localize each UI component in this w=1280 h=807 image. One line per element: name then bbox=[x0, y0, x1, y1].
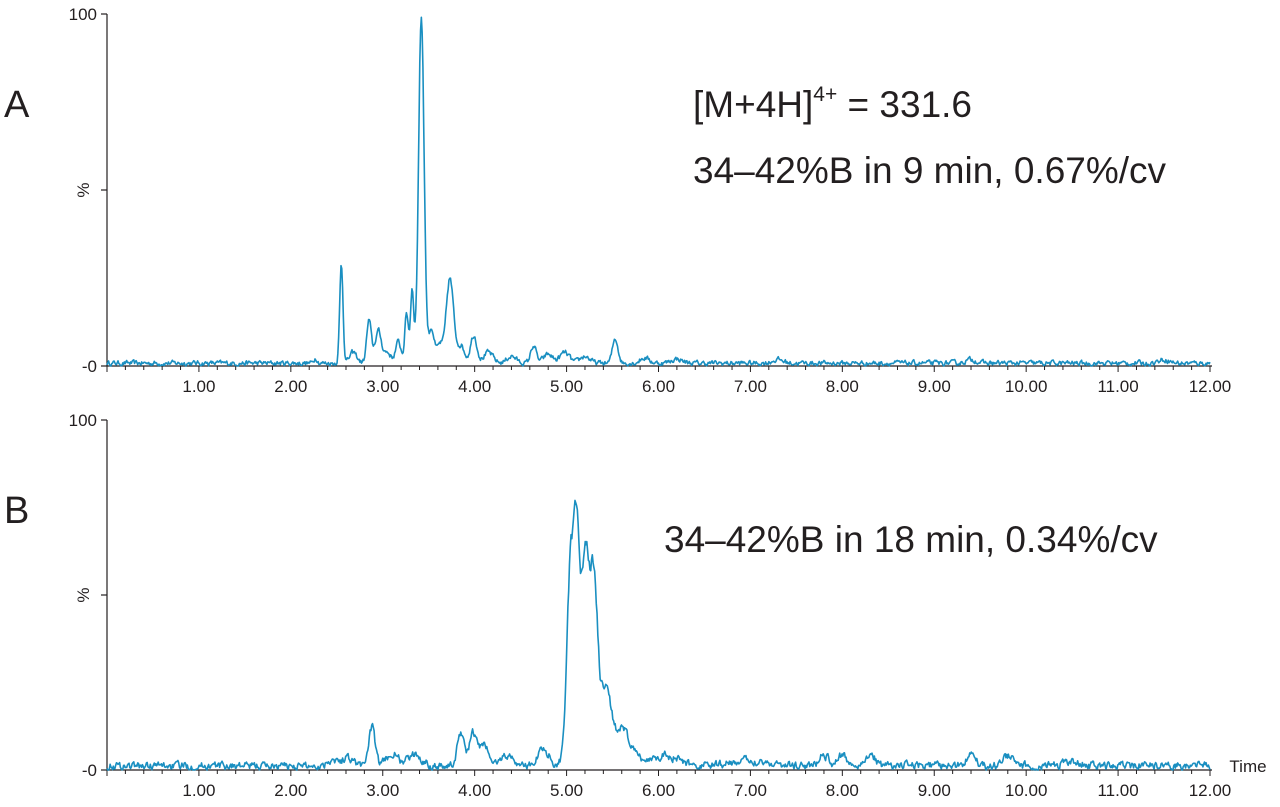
panel-b-gradient-annotation: 34–42%B in 18 min, 0.34%/cv bbox=[664, 519, 1158, 560]
panel-a-gradient-annotation: 34–42%B in 9 min, 0.67%/cv bbox=[693, 150, 1167, 191]
x-tick-label: 2.00 bbox=[274, 377, 307, 396]
chromatogram-trace bbox=[106, 499, 1211, 771]
x-tick-label: 4.00 bbox=[458, 781, 491, 800]
x-tick-label: 6.00 bbox=[642, 377, 675, 396]
y-tick-label: 100 bbox=[69, 5, 97, 24]
panel-a-label: A bbox=[4, 84, 30, 126]
x-tick-label: 2.00 bbox=[274, 781, 307, 800]
x-tick-label: 5.00 bbox=[550, 781, 583, 800]
y-axis-label: % bbox=[74, 182, 93, 197]
x-axis-label: Time bbox=[1229, 757, 1266, 776]
x-tick-label: 12.00 bbox=[1189, 377, 1232, 396]
x-tick-label: 7.00 bbox=[734, 377, 767, 396]
x-tick-label: 6.00 bbox=[642, 781, 675, 800]
x-tick-label: 10.00 bbox=[1005, 781, 1048, 800]
x-tick-label: 5.00 bbox=[550, 377, 583, 396]
x-tick-label: 10.00 bbox=[1005, 377, 1048, 396]
y-tick-label: -0 bbox=[82, 357, 97, 376]
x-tick-label: 1.00 bbox=[182, 377, 215, 396]
x-tick-label: 11.00 bbox=[1097, 781, 1138, 800]
y-axis-label: % bbox=[74, 587, 93, 602]
x-tick-label: 4.00 bbox=[458, 377, 491, 396]
panel-a-mass-annotation: [M+4H]4+ = 331.6 bbox=[693, 83, 973, 125]
y-tick-label: 100 bbox=[69, 411, 97, 430]
chromatogram-trace bbox=[106, 16, 1211, 367]
x-tick-label: 8.00 bbox=[826, 377, 859, 396]
x-tick-label: 1.00 bbox=[182, 781, 215, 800]
x-tick-label: 3.00 bbox=[366, 377, 399, 396]
x-tick-label: 9.00 bbox=[918, 781, 951, 800]
panel-b-label: B bbox=[4, 490, 30, 532]
x-tick-label: 12.00 bbox=[1189, 781, 1232, 800]
x-tick-label: 3.00 bbox=[366, 781, 399, 800]
y-tick-label: -0 bbox=[82, 761, 97, 780]
x-tick-label: 8.00 bbox=[826, 781, 859, 800]
x-tick-label: 11.00 bbox=[1097, 377, 1138, 396]
x-tick-label: 9.00 bbox=[918, 377, 951, 396]
x-tick-label: 7.00 bbox=[734, 781, 767, 800]
